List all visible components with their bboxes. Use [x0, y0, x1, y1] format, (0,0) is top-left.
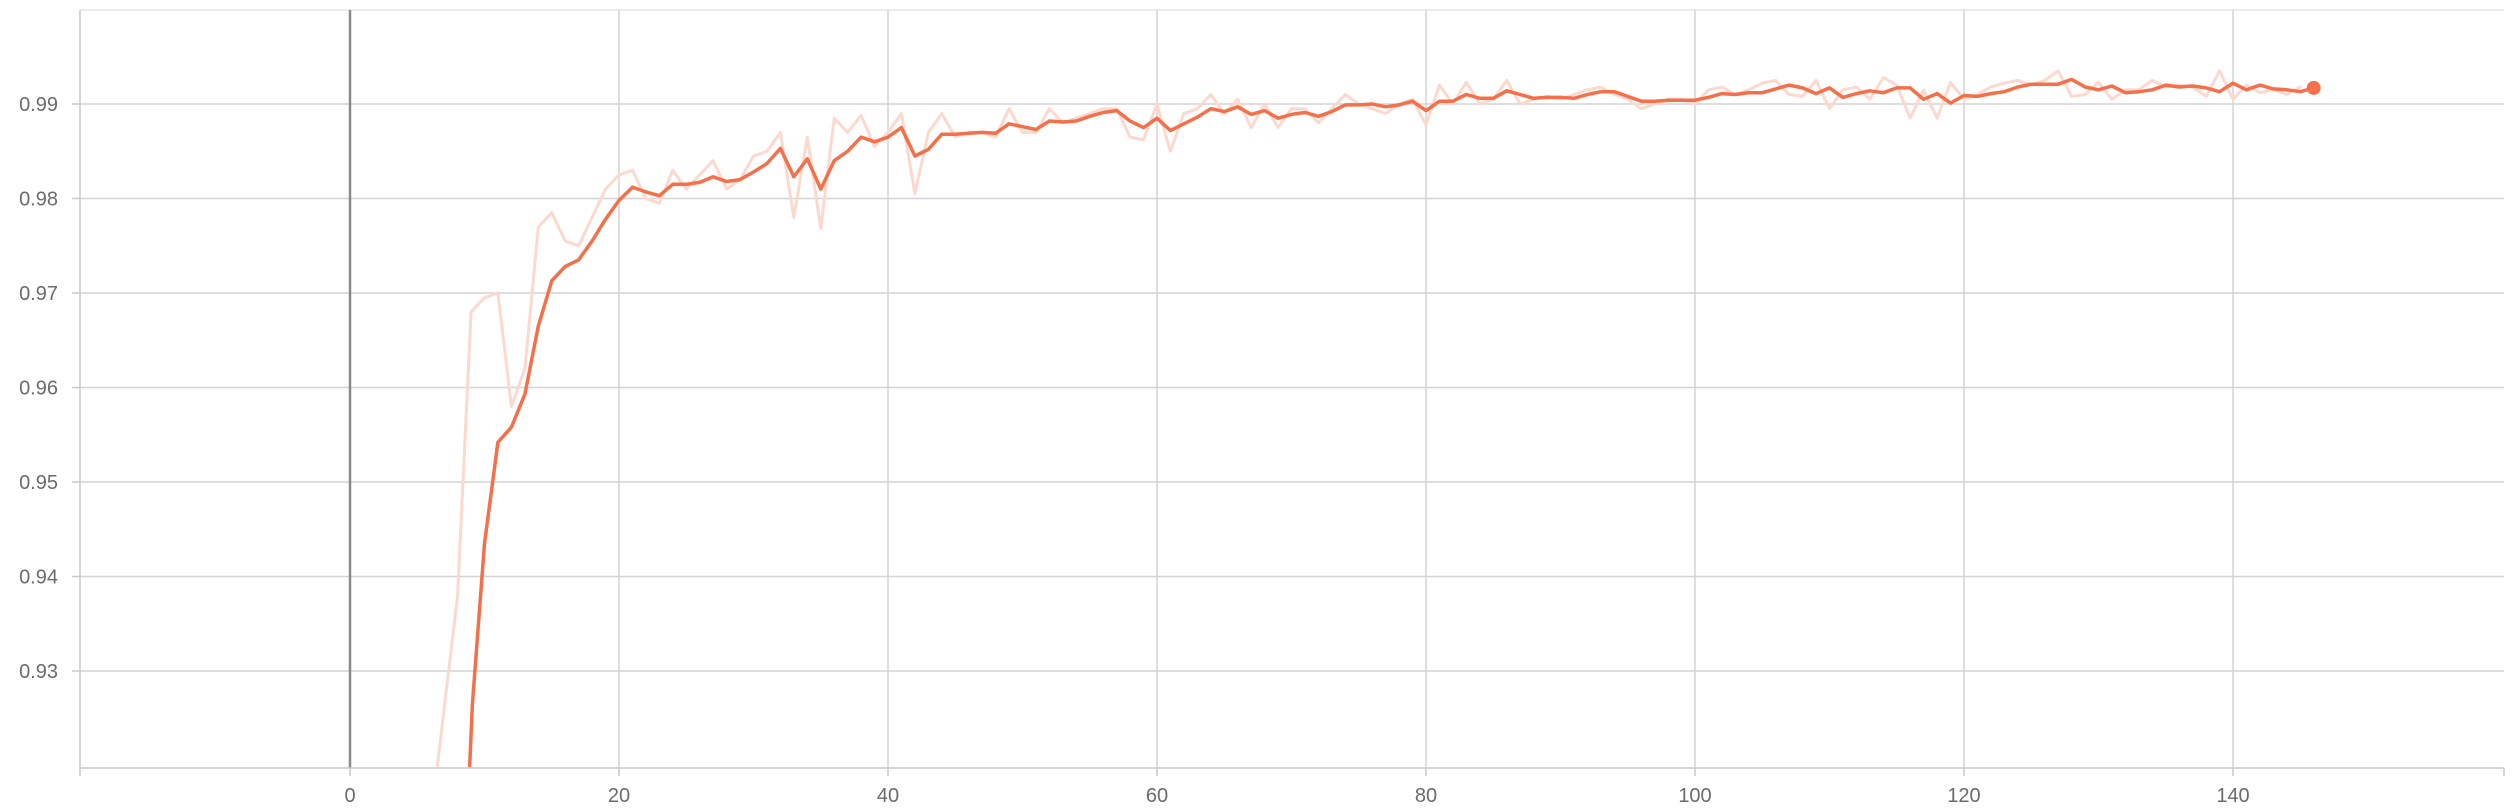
y-tick-label: 0.99	[19, 94, 58, 116]
raw-series-line	[435, 69, 2302, 767]
x-tick-label: 20	[608, 785, 630, 807]
y-tick-label: 0.95	[19, 472, 58, 494]
x-tick-label: 80	[1415, 785, 1437, 807]
series-group	[435, 69, 2321, 768]
x-tick-label: 140	[2216, 785, 2249, 807]
x-tick-label: 120	[1947, 785, 1980, 807]
y-tick-label: 0.97	[19, 283, 58, 305]
x-tick-label: 60	[1146, 785, 1168, 807]
x-tick-label: 100	[1678, 785, 1711, 807]
y-tick-label: 0.94	[19, 567, 58, 589]
y-tick-label: 0.96	[19, 378, 58, 400]
smoothed-series-line	[467, 77, 2316, 768]
axes	[79, 10, 2505, 776]
y-tick-label: 0.93	[19, 661, 58, 683]
y-axis-ticks: 0.93 0.94 0.95 0.96 0.97 0.98 0.99	[19, 94, 80, 683]
series-endpoint-marker	[2306, 80, 2321, 95]
x-axis-ticks: 0 20 40 60 80 100 120 140	[344, 768, 2250, 807]
x-tick-label: 40	[877, 785, 899, 807]
x-tick-label: 0	[344, 785, 355, 807]
y-tick-label: 0.98	[19, 189, 58, 211]
